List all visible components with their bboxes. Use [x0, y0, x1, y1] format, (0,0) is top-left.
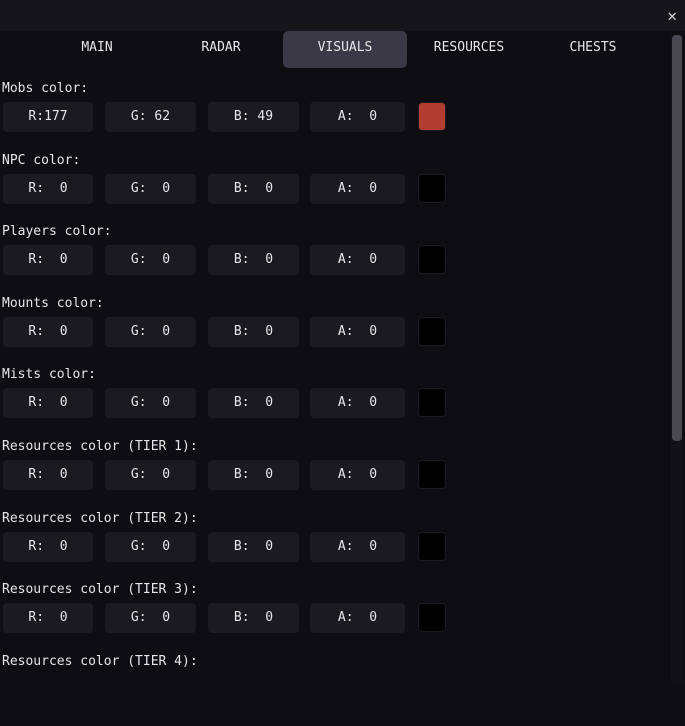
g-channel-input[interactable]: G: 0: [105, 531, 196, 562]
b-channel-input[interactable]: B: 0: [208, 173, 299, 204]
color-swatch[interactable]: [418, 173, 446, 203]
r-channel-input[interactable]: R: 0: [3, 388, 93, 419]
color-swatch[interactable]: [418, 316, 446, 346]
r-channel-input[interactable]: R: 0: [3, 603, 93, 634]
color-section: Mobs color: R:177 G: 62 B: 49 A: 0: [0, 81, 665, 153]
r-channel-input[interactable]: R: 0: [3, 531, 93, 562]
r-channel-input[interactable]: R: 0: [3, 460, 93, 490]
b-channel-input[interactable]: B: 0: [208, 316, 299, 347]
color-section: Mists color: R: 0 G: 0 B: 0 A: 0: [0, 367, 665, 439]
tab-bar: MAIN RADAR VISUALS RESOURCES CHESTS: [0, 31, 665, 68]
a-channel-input[interactable]: A: 0: [310, 388, 405, 419]
color-section: Resources color (TIER 4):: [0, 654, 665, 726]
r-channel-input[interactable]: R: 0: [3, 316, 93, 347]
g-channel-input[interactable]: G: 0: [105, 388, 196, 419]
color-swatch[interactable]: [418, 245, 446, 275]
section-label: Resources color (TIER 1):: [2, 439, 198, 454]
color-section: Players color: R: 0 G: 0 B: 0 A: 0: [0, 224, 665, 296]
color-section: NPC color: R: 0 G: 0 B: 0 A: 0: [0, 153, 665, 225]
b-channel-input[interactable]: B: 0: [208, 531, 299, 562]
section-label: Players color:: [2, 224, 112, 240]
color-swatch[interactable]: [418, 531, 446, 561]
section-label: Resources color (TIER 2):: [2, 510, 198, 526]
a-channel-input[interactable]: A: 0: [310, 460, 405, 490]
a-channel-input[interactable]: A: 0: [310, 102, 405, 132]
tab-chests[interactable]: CHESTS: [569, 40, 617, 55]
color-section: Resources color (TIER 3): R: 0 G: 0 B: 0 A: …: [0, 582, 665, 654]
color-swatch[interactable]: [418, 460, 446, 489]
b-channel-input[interactable]: B: 0: [208, 388, 299, 419]
b-channel-input[interactable]: B: 0: [208, 460, 299, 490]
b-channel-input[interactable]: B: 49: [208, 102, 299, 132]
section-label: Mists color:: [2, 367, 96, 383]
section-label: Mobs color:: [2, 81, 89, 96]
section-label: NPC color:: [2, 152, 81, 168]
a-channel-input[interactable]: A: 0: [310, 603, 405, 634]
color-swatch[interactable]: [418, 102, 446, 131]
section-label: Mounts color:: [2, 295, 104, 311]
g-channel-input[interactable]: G: 0: [105, 316, 196, 347]
scrollbar[interactable]: [671, 35, 683, 683]
tab-visuals[interactable]: VISUALS: [283, 31, 407, 68]
color-section: Resources color (TIER 1): R: 0 G: 0 B: 0 A: …: [0, 439, 665, 511]
title-bar[interactable]: ✕: [0, 0, 685, 31]
color-section: Mounts color: R: 0 G: 0 B: 0 A: 0: [0, 296, 665, 368]
tab-resources[interactable]: RESOURCES: [433, 40, 505, 55]
r-channel-input[interactable]: R: 0: [3, 245, 93, 276]
color-section: Resources color (TIER 2): R: 0 G: 0 B: 0 A: …: [0, 511, 665, 583]
g-channel-input[interactable]: G: 0: [105, 173, 196, 204]
a-channel-input[interactable]: A: 0: [310, 245, 405, 276]
g-channel-input[interactable]: G: 0: [105, 603, 196, 634]
color-swatch[interactable]: [418, 388, 446, 418]
r-channel-input[interactable]: R: 0: [3, 173, 93, 204]
close-icon[interactable]: ✕: [667, 6, 677, 25]
r-channel-input[interactable]: R:177: [3, 102, 93, 132]
a-channel-input[interactable]: A: 0: [310, 316, 405, 347]
a-channel-input[interactable]: A: 0: [310, 173, 405, 204]
b-channel-input[interactable]: B: 0: [208, 245, 299, 276]
b-channel-input[interactable]: B: 0: [208, 603, 299, 634]
color-swatch[interactable]: [418, 603, 446, 633]
a-channel-input[interactable]: A: 0: [310, 531, 405, 562]
g-channel-input[interactable]: G: 0: [105, 245, 196, 276]
section-label: Resources color (TIER 4):: [2, 653, 198, 669]
tab-radar[interactable]: RADAR: [201, 40, 241, 55]
scrollbar-thumb[interactable]: [672, 35, 682, 441]
g-channel-input[interactable]: G: 62: [105, 102, 196, 132]
tab-main[interactable]: MAIN: [81, 40, 113, 55]
g-channel-input[interactable]: G: 0: [105, 460, 196, 490]
section-label: Resources color (TIER 3):: [2, 582, 198, 598]
